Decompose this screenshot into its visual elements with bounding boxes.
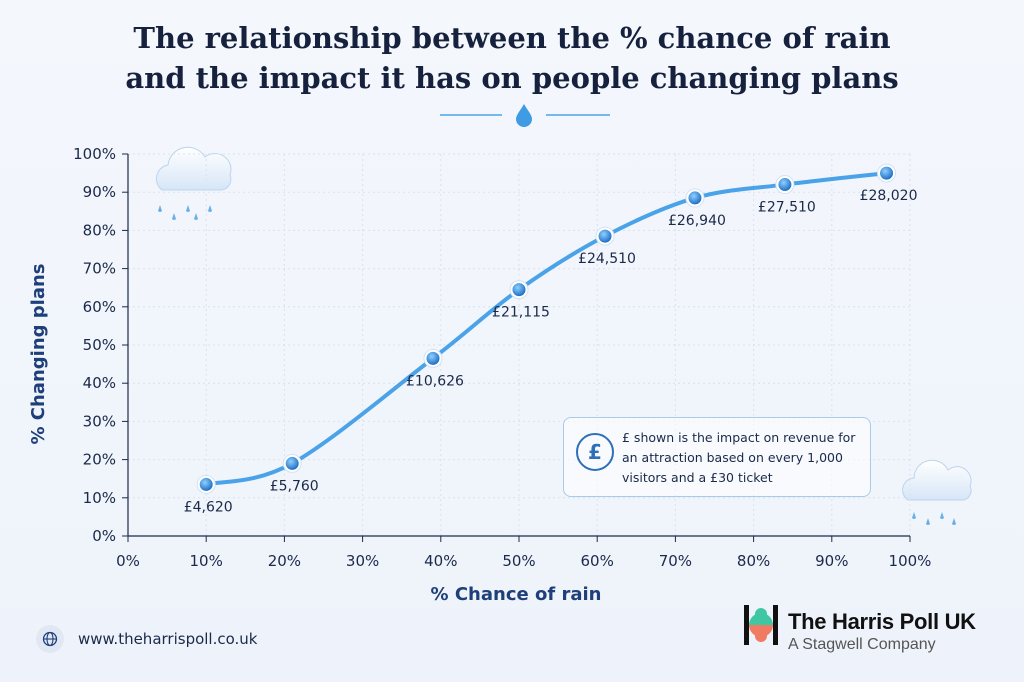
data-points xyxy=(196,163,897,494)
x-axis-label: % Chance of rain xyxy=(431,584,602,605)
website-link[interactable]: www.theharrispoll.co.uk xyxy=(36,624,258,654)
brand-subtitle: A Stagwell Company xyxy=(788,636,936,653)
title-line-1: The relationship between the % chance of… xyxy=(133,21,891,55)
data-label: £26,940 xyxy=(668,213,726,229)
x-tick-labels: 0% 10% 20% 30% 40% 50% 60% 70% 80% 90% 100% xyxy=(116,552,931,570)
cloud-rain-icon xyxy=(902,459,972,525)
page-title: The relationship between the % chance of… xyxy=(0,18,1024,98)
x-tick-label: 40% xyxy=(424,552,457,570)
data-label: £21,115 xyxy=(492,305,550,321)
data-label: £5,760 xyxy=(270,478,319,494)
title-divider xyxy=(440,104,610,127)
x-tick-label: 90% xyxy=(815,552,848,570)
x-tick-label: 20% xyxy=(268,552,301,570)
harris-poll-logo-icon xyxy=(744,605,778,645)
y-tick-label: 50% xyxy=(83,336,116,354)
x-tick-label: 60% xyxy=(581,552,614,570)
axes xyxy=(122,153,911,542)
y-tick-label: 10% xyxy=(83,489,116,507)
x-tick-label: 80% xyxy=(737,552,770,570)
y-tick-label: 70% xyxy=(83,260,116,278)
revenue-note: £ £ shown is the impact on revenue for a… xyxy=(563,417,871,497)
data-label: £10,626 xyxy=(406,373,464,389)
data-point xyxy=(880,166,894,180)
y-tick-label: 0% xyxy=(92,527,116,545)
brand-name: The Harris Poll UK xyxy=(788,609,976,634)
x-tick-label: 30% xyxy=(346,552,379,570)
title-line-2: and the impact it has on people changing… xyxy=(125,61,899,95)
y-axis-label: % Changing plans xyxy=(28,263,49,444)
y-tick-label: 80% xyxy=(83,221,116,239)
revenue-note-text: £ shown is the impact on revenue for an … xyxy=(622,430,856,485)
y-tick-label: 90% xyxy=(83,183,116,201)
y-tick-labels: 0% 10% 20% 30% 40% 50% 60% 70% 80% 90% 100% xyxy=(73,145,116,545)
website-url: www.theharrispoll.co.uk xyxy=(78,630,258,648)
data-point xyxy=(426,351,440,365)
y-tick-label: 20% xyxy=(83,451,116,469)
data-point xyxy=(598,229,612,243)
droplet-icon xyxy=(516,104,532,127)
x-tick-label: 10% xyxy=(190,552,223,570)
y-tick-label: 40% xyxy=(83,374,116,392)
x-tick-label: 100% xyxy=(889,552,932,570)
x-tick-label: 70% xyxy=(659,552,692,570)
series-line xyxy=(204,171,889,487)
y-tick-label: 100% xyxy=(73,145,116,163)
globe-icon xyxy=(36,625,64,653)
grid xyxy=(128,153,911,536)
cloud-rain-icon xyxy=(155,146,232,220)
data-label: £24,510 xyxy=(578,251,636,267)
y-tick-label: 30% xyxy=(83,412,116,430)
data-label: £28,020 xyxy=(860,188,918,204)
data-label: £4,620 xyxy=(184,499,233,515)
pound-icon: £ xyxy=(576,433,614,471)
x-tick-label: 0% xyxy=(116,552,140,570)
brand-logo: The Harris Poll UK A Stagwell Company xyxy=(744,605,976,665)
data-point xyxy=(688,191,702,205)
data-point xyxy=(512,283,526,297)
y-tick-label: 60% xyxy=(83,298,116,316)
data-point xyxy=(285,456,299,470)
data-point xyxy=(199,477,213,491)
data-label: £27,510 xyxy=(758,200,816,216)
x-tick-label: 50% xyxy=(502,552,535,570)
data-labels: £4,620 £5,760 £10,626 £21,115 £24,510 £26,940… xyxy=(184,188,918,515)
data-point xyxy=(778,178,792,192)
